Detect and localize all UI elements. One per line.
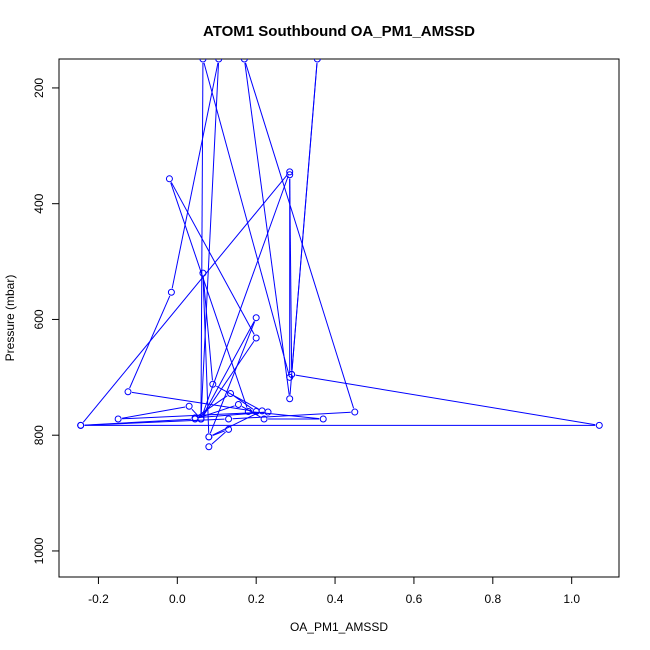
data-point <box>244 407 252 415</box>
data-point <box>167 288 175 296</box>
series-line-segment <box>252 411 320 420</box>
data-point <box>124 388 132 396</box>
data-point <box>215 59 223 63</box>
series-line-segment <box>203 62 290 374</box>
y-tick-label: 400 <box>32 193 46 213</box>
data-point <box>286 395 294 403</box>
chart-title: ATOM1 Southbound OA_PM1_AMSSD <box>203 23 475 40</box>
data-point <box>264 408 272 416</box>
data-point <box>225 425 233 433</box>
series-layer <box>77 59 603 451</box>
x-tick-label: 0.4 <box>327 592 344 606</box>
series-line-segment <box>171 62 219 289</box>
series-line-segment <box>170 182 248 408</box>
series-line-segment <box>232 411 351 420</box>
data-point <box>252 334 260 342</box>
series-line-segment <box>122 406 186 419</box>
series-line-segment <box>129 295 171 389</box>
series-line-segment <box>84 418 225 426</box>
series-line-segment <box>212 412 259 436</box>
series-line-segment <box>295 374 596 426</box>
series-line-segment <box>244 62 290 395</box>
data-point <box>288 370 296 378</box>
series-line-segment <box>202 320 255 416</box>
data-point <box>205 443 213 451</box>
data-point <box>185 402 193 410</box>
series-line-segment <box>198 395 228 416</box>
series-line-segment <box>131 391 253 412</box>
data-point <box>319 415 327 423</box>
series-line-segment <box>211 431 226 445</box>
x-tick-label: -0.2 <box>88 592 109 606</box>
y-axis: 200 400 600 800 1000 <box>32 78 60 564</box>
series-line-segment <box>170 182 255 335</box>
data-point <box>260 415 268 423</box>
data-point <box>165 175 173 183</box>
x-axis-label: OA_PM1_AMSSD <box>290 620 388 634</box>
y-tick-label: 600 <box>32 309 46 329</box>
data-point <box>114 415 122 423</box>
y-axis-label: Pressure (mbar) <box>3 275 17 362</box>
series-line-segment <box>216 385 259 410</box>
series-line-segment <box>198 405 235 419</box>
data-point <box>286 171 294 179</box>
series-line-segment <box>200 62 220 416</box>
data-point <box>286 168 294 176</box>
data-point <box>252 314 260 322</box>
x-tick-label: 0.6 <box>406 592 423 606</box>
data-point <box>234 401 242 409</box>
data-point <box>313 59 321 63</box>
series-line-segment <box>212 430 226 436</box>
x-tick-label: 1.0 <box>563 592 580 606</box>
series-line-segment <box>245 62 355 409</box>
series-0 <box>77 59 603 451</box>
data-point <box>240 59 248 63</box>
x-tick-label: 0.8 <box>484 592 501 606</box>
data-point <box>205 433 213 441</box>
series-line-segment <box>82 174 288 423</box>
series-line-segment <box>233 395 254 410</box>
data-point <box>252 407 260 415</box>
y-tick-label: 800 <box>32 425 46 445</box>
series-line-segment <box>289 178 293 371</box>
x-tick-label: 0.0 <box>169 592 186 606</box>
data-point <box>199 269 207 277</box>
data-point <box>227 390 235 398</box>
series-line-segment <box>202 340 255 416</box>
data-point <box>351 408 359 416</box>
y-tick-label: 1000 <box>32 537 46 564</box>
series-line-segment <box>289 62 318 395</box>
data-point <box>595 421 603 429</box>
data-point <box>77 421 85 429</box>
x-tick-label: 0.2 <box>248 592 265 606</box>
y-tick-label: 200 <box>32 78 46 98</box>
series-line-segment <box>200 62 204 415</box>
data-point <box>209 380 217 388</box>
plot-region <box>77 59 603 451</box>
series-line-segment <box>202 277 213 381</box>
x-axis: -0.2 0.0 0.2 0.4 0.6 0.8 1.0 <box>88 576 580 606</box>
plot-frame <box>58 58 620 578</box>
series-line-segment <box>201 175 289 416</box>
data-point <box>225 415 233 423</box>
data-point <box>197 415 205 423</box>
data-point <box>199 59 207 63</box>
